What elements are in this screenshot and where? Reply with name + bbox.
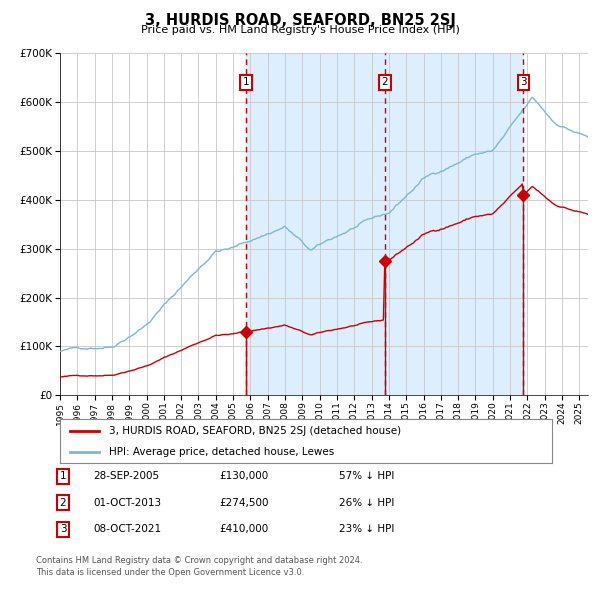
Text: 26% ↓ HPI: 26% ↓ HPI bbox=[339, 498, 394, 507]
Text: HPI: Average price, detached house, Lewes: HPI: Average price, detached house, Lewe… bbox=[109, 447, 334, 457]
Text: 28-SEP-2005: 28-SEP-2005 bbox=[93, 471, 159, 481]
Text: 1: 1 bbox=[59, 471, 67, 481]
Text: £130,000: £130,000 bbox=[219, 471, 268, 481]
Text: 01-OCT-2013: 01-OCT-2013 bbox=[93, 498, 161, 507]
Text: £274,500: £274,500 bbox=[219, 498, 269, 507]
Text: 3, HURDIS ROAD, SEAFORD, BN25 2SJ (detached house): 3, HURDIS ROAD, SEAFORD, BN25 2SJ (detac… bbox=[109, 427, 401, 436]
Text: 3: 3 bbox=[520, 77, 527, 87]
Text: Price paid vs. HM Land Registry's House Price Index (HPI): Price paid vs. HM Land Registry's House … bbox=[140, 25, 460, 35]
Text: 1: 1 bbox=[243, 77, 250, 87]
Text: Contains HM Land Registry data © Crown copyright and database right 2024.: Contains HM Land Registry data © Crown c… bbox=[36, 556, 362, 565]
Text: 57% ↓ HPI: 57% ↓ HPI bbox=[339, 471, 394, 481]
Text: 3: 3 bbox=[59, 525, 67, 534]
Text: 2: 2 bbox=[59, 498, 67, 507]
Text: 23% ↓ HPI: 23% ↓ HPI bbox=[339, 525, 394, 534]
Text: This data is licensed under the Open Government Licence v3.0.: This data is licensed under the Open Gov… bbox=[36, 568, 304, 577]
Bar bbox=[246, 53, 523, 395]
Text: £410,000: £410,000 bbox=[219, 525, 268, 534]
Text: 3, HURDIS ROAD, SEAFORD, BN25 2SJ: 3, HURDIS ROAD, SEAFORD, BN25 2SJ bbox=[145, 13, 455, 28]
Text: 08-OCT-2021: 08-OCT-2021 bbox=[93, 525, 161, 534]
Text: 2: 2 bbox=[381, 77, 388, 87]
